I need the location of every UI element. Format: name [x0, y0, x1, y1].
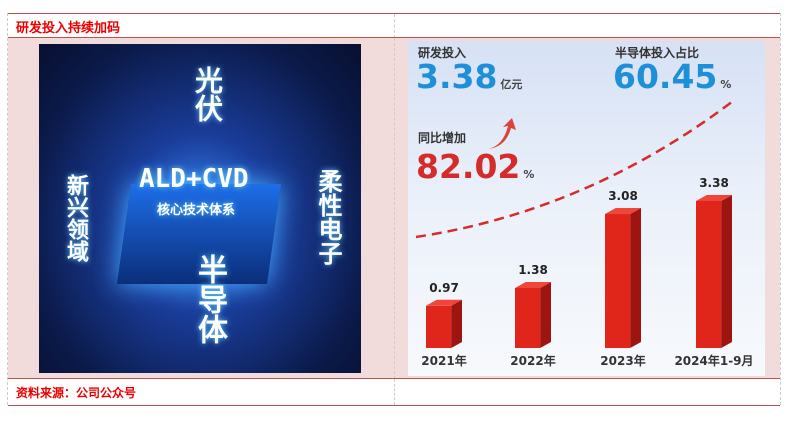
semi-label: 半导体投入占比 — [615, 46, 700, 60]
bar-side — [540, 281, 551, 348]
image-label: ALD+CVD — [139, 164, 249, 194]
bar-top — [426, 299, 462, 306]
image-label: 光伏 — [191, 66, 224, 122]
technology-image: 光伏 新兴领域 ALD+CVD 核心技术体系 半导体 柔性电子 — [39, 44, 361, 373]
yoy-value: 82.02% — [416, 147, 535, 186]
source-row: 资料来源：公司公众号 — [8, 378, 780, 406]
category-label: 2023年 — [600, 353, 645, 368]
image-label: 新兴领域 — [63, 174, 88, 262]
category-label: 2021年 — [421, 353, 466, 368]
bar — [426, 305, 452, 348]
arrow-up-icon — [488, 118, 516, 149]
bar — [696, 200, 722, 348]
bar-side — [721, 194, 732, 348]
category-label: 2022年 — [510, 353, 555, 368]
figure-title: 研发投入持续加码 — [16, 21, 121, 36]
data-label: 1.38 — [518, 263, 548, 277]
rd-value: 3.38 亿元 — [416, 57, 523, 96]
title-row: 研发投入持续加码 — [8, 13, 780, 38]
image-label: 半导体 — [192, 254, 227, 344]
source-note: 资料来源：公司公众号 — [16, 386, 137, 400]
trend-dashed-line — [415, 100, 734, 239]
yoy-label: 同比增加 — [418, 131, 467, 145]
category-label: 2024年1-9月 — [674, 353, 753, 368]
rd-label: 研发投入 — [418, 46, 467, 60]
bar-side — [451, 299, 462, 348]
bar — [605, 214, 631, 348]
image-label: 核心技术体系 — [157, 203, 236, 218]
report-table: 研发投入持续加码 光伏 新兴领域 ALD+CVD 核心技术体系 半导体 柔性电子… — [7, 13, 781, 406]
data-label: 0.97 — [429, 281, 459, 295]
image-label: 柔性电子 — [314, 169, 342, 265]
bar-top — [696, 194, 732, 201]
data-label: 3.38 — [699, 176, 729, 190]
bar-side — [630, 208, 641, 348]
bar-top — [515, 281, 551, 288]
bar — [515, 287, 541, 348]
bar-top — [605, 208, 641, 215]
semi-value: 60.45% — [613, 57, 732, 96]
bar-chart: 0.97 2021年 1.38 2022年 3.08 2023年 3.38 2024年1-9月 — [415, 100, 754, 368]
rd-infographic: 研发投入 3.38 亿元 半导体投入占比 60.45% 同比增加 82.02% 0… — [408, 41, 765, 376]
figure-row: 光伏 新兴领域 ALD+CVD 核心技术体系 半导体 柔性电子 研发投入 3.3… — [8, 37, 780, 379]
data-label: 3.08 — [608, 189, 638, 203]
